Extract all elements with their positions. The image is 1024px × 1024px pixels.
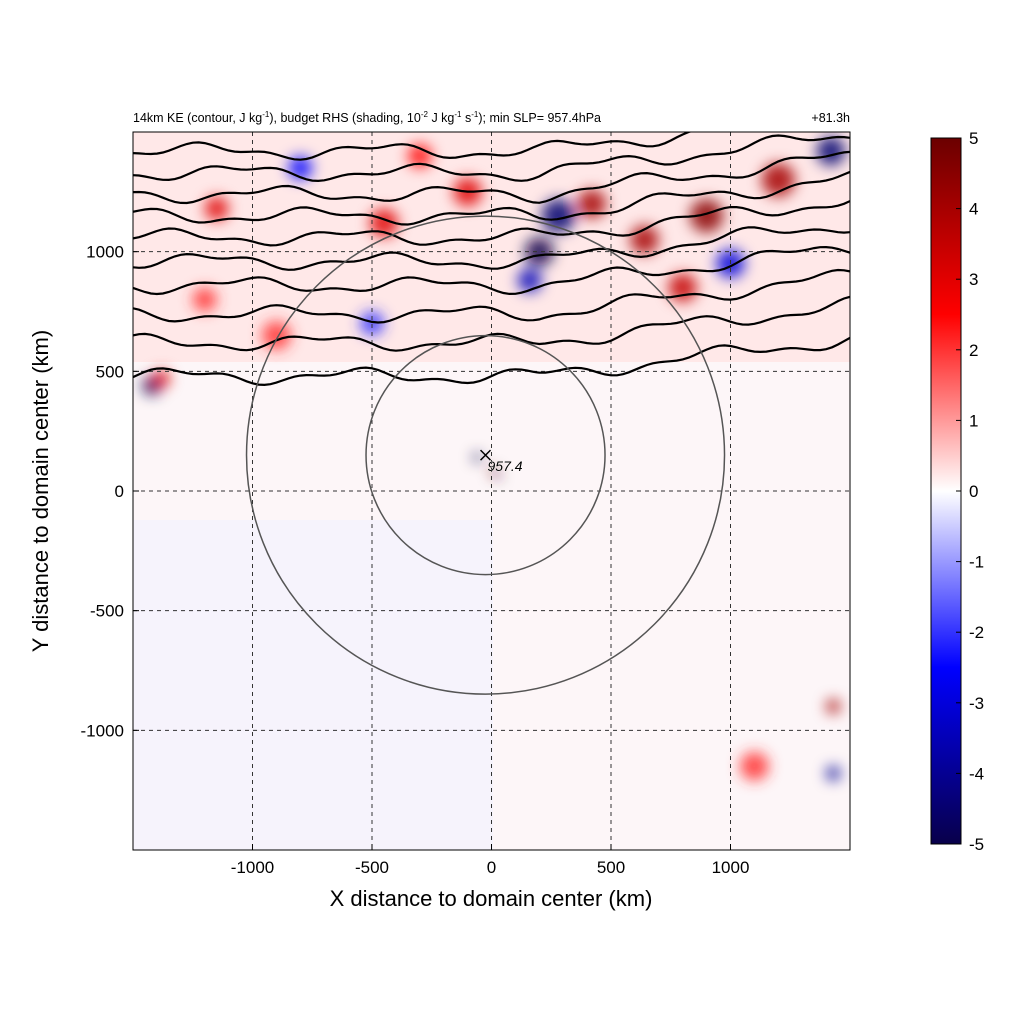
x-tick-label: -500 [355, 858, 389, 877]
x-tick-label: 500 [597, 858, 625, 877]
x-tick-label: 1000 [712, 858, 750, 877]
colorbar-tick-label: -4 [969, 764, 984, 783]
colorbar-tick-label: -5 [969, 835, 984, 854]
range-circle [365, 334, 606, 576]
shading-blob [192, 287, 217, 312]
y-tick-label: -500 [90, 602, 124, 621]
shading-blob [496, 474, 502, 480]
range-circle [245, 215, 726, 695]
colorbar-tick-label: 0 [969, 482, 978, 501]
range-circles [245, 215, 726, 695]
colorbar-tick-label: 5 [969, 129, 978, 148]
shading-blob [153, 370, 171, 387]
shading-blob [472, 453, 482, 462]
shading-blob [541, 199, 576, 233]
ke-contours [133, 132, 850, 387]
shading-blob [577, 189, 607, 219]
x-tick-label: 0 [487, 858, 496, 877]
y-tick-label: 0 [115, 482, 124, 501]
shading-blob [369, 208, 399, 238]
colorbar-tick-label: 4 [969, 200, 978, 219]
shading-blob [816, 136, 846, 166]
colorbar-tick-label: 1 [969, 411, 978, 430]
y-tick-label: 500 [96, 362, 124, 381]
x-tick-label: -1000 [231, 858, 274, 877]
shading-blob [826, 766, 841, 781]
colorbar-tick-label: -2 [969, 623, 984, 642]
ke-contour [133, 245, 850, 296]
ke-contour [133, 170, 850, 226]
y-tick-label: -1000 [81, 721, 124, 740]
x-axis-label: X distance to domain center (km) [330, 886, 653, 911]
colorbar-tick-label: -3 [969, 694, 984, 713]
x-axis: -1000 -500 0 500 1000 [231, 844, 750, 877]
ke-contour [133, 200, 850, 247]
shading-blob [740, 751, 769, 781]
storm-center-x-marker [479, 449, 492, 461]
shading-blob [204, 196, 229, 221]
y-tick-label: 1000 [86, 243, 124, 262]
ke-contour [133, 134, 850, 183]
shading-blob [689, 199, 724, 233]
shading-blob [517, 268, 542, 293]
plot-area: 957.4 [132, 131, 851, 851]
colorbar-tick-label: 2 [969, 341, 978, 360]
shading-blob [826, 699, 841, 714]
shading-blob [524, 237, 554, 267]
ke-contour [133, 295, 850, 352]
chart-title: 14km KE (contour, J kg-1), budget RHS (s… [133, 110, 601, 125]
colorbar-ticks: 5 4 3 2 1 0 -1 -2 -3 -4 -5 [956, 129, 984, 854]
ke-contour [133, 268, 850, 324]
shading-blob [360, 311, 384, 336]
y-axis-label: Y distance to domain center (km) [28, 330, 53, 652]
chart-time-label: +81.3h [811, 111, 850, 125]
ke-contour [133, 132, 693, 161]
ke-contour [133, 150, 850, 205]
y-axis: 1000 500 0 -500 -1000 [81, 243, 139, 740]
storm-slp-label: 957.4 [488, 458, 523, 474]
colorbar-tick-label: -1 [969, 553, 984, 572]
ke-contour [133, 336, 850, 387]
colorbar: 5 4 3 2 1 0 -1 -2 -3 -4 -5 [930, 129, 984, 854]
storm-center: 957.4 [479, 449, 523, 474]
ke-contour [133, 226, 850, 271]
colorbar-tick-label: 3 [969, 270, 978, 289]
